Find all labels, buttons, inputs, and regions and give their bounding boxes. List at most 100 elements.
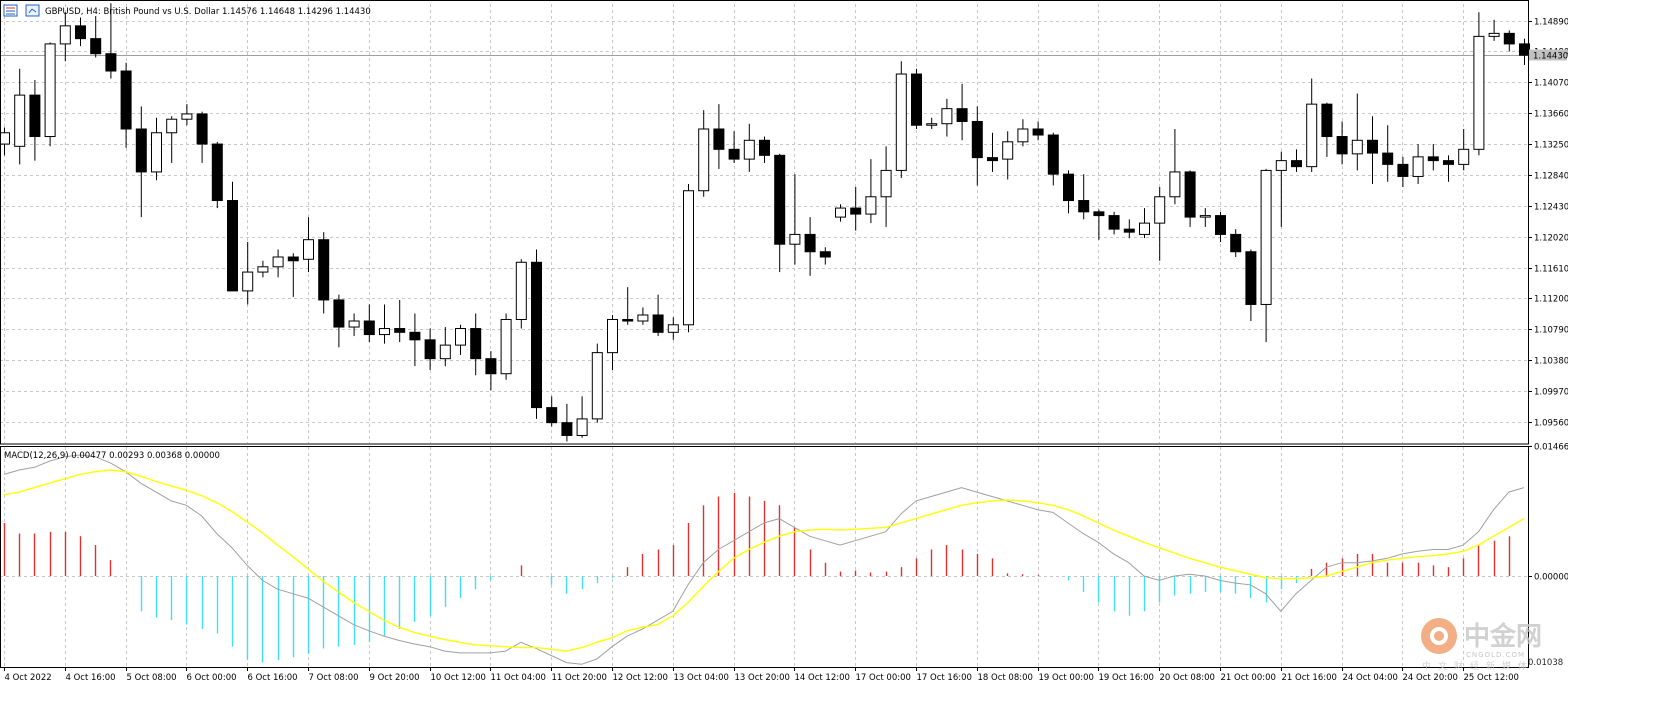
candle[interactable] bbox=[835, 204, 846, 222]
candle[interactable] bbox=[59, 12, 71, 62]
candle[interactable] bbox=[257, 260, 269, 278]
candle[interactable] bbox=[926, 117, 938, 129]
chart-window-icon[interactable] bbox=[25, 4, 40, 17]
candle[interactable] bbox=[607, 314, 618, 370]
candle[interactable] bbox=[1139, 208, 1150, 239]
candle[interactable] bbox=[1351, 93, 1363, 171]
candle[interactable] bbox=[318, 232, 330, 314]
candle[interactable] bbox=[1397, 156, 1409, 187]
candle[interactable] bbox=[865, 159, 877, 224]
candle[interactable] bbox=[850, 186, 862, 231]
candle[interactable] bbox=[1458, 128, 1470, 171]
candle[interactable] bbox=[1199, 208, 1211, 227]
candle[interactable] bbox=[90, 16, 102, 58]
candle[interactable] bbox=[1336, 121, 1348, 165]
candle[interactable] bbox=[531, 249, 542, 419]
candle[interactable] bbox=[637, 307, 649, 325]
candle[interactable] bbox=[151, 117, 162, 181]
candle[interactable] bbox=[713, 104, 725, 169]
candle[interactable] bbox=[591, 343, 603, 423]
candle[interactable] bbox=[439, 327, 451, 367]
candle[interactable] bbox=[485, 351, 497, 391]
candle[interactable] bbox=[987, 132, 998, 172]
candle[interactable] bbox=[120, 62, 132, 148]
candle[interactable] bbox=[789, 174, 801, 265]
candle[interactable] bbox=[1443, 155, 1454, 182]
candle[interactable] bbox=[1427, 144, 1439, 171]
candle[interactable] bbox=[424, 328, 436, 370]
candle[interactable] bbox=[941, 98, 953, 137]
candle[interactable] bbox=[1123, 219, 1135, 239]
candles-layer[interactable] bbox=[0, 3, 1530, 442]
candle[interactable] bbox=[759, 136, 770, 163]
chart-list-icon[interactable] bbox=[3, 4, 18, 17]
candle[interactable] bbox=[683, 183, 694, 333]
candle[interactable] bbox=[1230, 229, 1242, 258]
candle[interactable] bbox=[272, 249, 284, 278]
candle[interactable] bbox=[227, 181, 238, 292]
candle[interactable] bbox=[1503, 30, 1515, 52]
candle[interactable] bbox=[44, 42, 56, 147]
candle[interactable] bbox=[455, 324, 466, 355]
candle[interactable] bbox=[1291, 149, 1302, 172]
candle[interactable] bbox=[698, 110, 710, 197]
candle[interactable] bbox=[211, 141, 223, 209]
candle[interactable] bbox=[728, 131, 740, 163]
time-axis[interactable]: 4 Oct 2022 4 Oct 16:00 5 Oct 08:00 6 Oct 00… bbox=[4, 667, 1519, 683]
candle[interactable] bbox=[0, 127, 10, 156]
candle[interactable] bbox=[576, 396, 588, 438]
candle[interactable] bbox=[1017, 119, 1029, 147]
candle[interactable] bbox=[652, 294, 664, 337]
candle[interactable] bbox=[29, 80, 41, 161]
candle[interactable] bbox=[242, 241, 254, 305]
candle[interactable] bbox=[181, 104, 193, 126]
candle[interactable] bbox=[303, 217, 314, 273]
candle[interactable] bbox=[804, 217, 816, 276]
candle[interactable] bbox=[470, 313, 482, 376]
candle[interactable] bbox=[622, 287, 634, 325]
candle[interactable] bbox=[561, 403, 573, 442]
candle[interactable] bbox=[333, 294, 345, 348]
candle[interactable] bbox=[971, 106, 983, 186]
candle[interactable] bbox=[1321, 102, 1333, 157]
candle[interactable] bbox=[1184, 170, 1196, 227]
candle[interactable] bbox=[1093, 209, 1105, 240]
candle[interactable] bbox=[409, 313, 421, 367]
candle[interactable] bbox=[1215, 211, 1226, 242]
candle[interactable] bbox=[500, 313, 512, 380]
candle[interactable] bbox=[515, 259, 527, 329]
candle[interactable] bbox=[1002, 131, 1014, 180]
candle[interactable] bbox=[880, 146, 892, 227]
price-axis[interactable]: 1.148901.144801.140701.136601.132501.128… bbox=[1528, 18, 1568, 429]
candle[interactable] bbox=[1412, 144, 1424, 184]
candle[interactable] bbox=[1169, 128, 1181, 205]
candle[interactable] bbox=[1275, 151, 1287, 227]
candle[interactable] bbox=[105, 3, 117, 79]
candle[interactable] bbox=[911, 68, 922, 129]
candle[interactable] bbox=[135, 106, 147, 218]
candle[interactable] bbox=[14, 68, 26, 165]
candle[interactable] bbox=[1063, 170, 1074, 214]
candle[interactable] bbox=[1260, 168, 1272, 343]
candle[interactable] bbox=[166, 116, 178, 163]
candle[interactable] bbox=[1473, 12, 1485, 156]
candle[interactable] bbox=[1108, 211, 1120, 235]
candle[interactable] bbox=[1306, 78, 1318, 172]
candle[interactable] bbox=[956, 83, 968, 141]
candle[interactable] bbox=[774, 153, 786, 273]
candle[interactable] bbox=[895, 61, 907, 178]
candle[interactable] bbox=[1488, 19, 1500, 41]
candle[interactable] bbox=[743, 123, 755, 172]
candle[interactable] bbox=[363, 304, 375, 343]
candle[interactable] bbox=[394, 299, 406, 343]
candle[interactable] bbox=[546, 396, 558, 427]
candle[interactable] bbox=[379, 304, 390, 344]
candle[interactable] bbox=[667, 317, 679, 340]
candle[interactable] bbox=[1245, 249, 1257, 322]
candle[interactable] bbox=[75, 17, 86, 47]
candle[interactable] bbox=[348, 313, 360, 337]
candle[interactable] bbox=[1382, 125, 1394, 182]
candle[interactable] bbox=[1047, 132, 1059, 186]
candle[interactable] bbox=[819, 247, 831, 265]
candle[interactable] bbox=[1154, 186, 1166, 261]
